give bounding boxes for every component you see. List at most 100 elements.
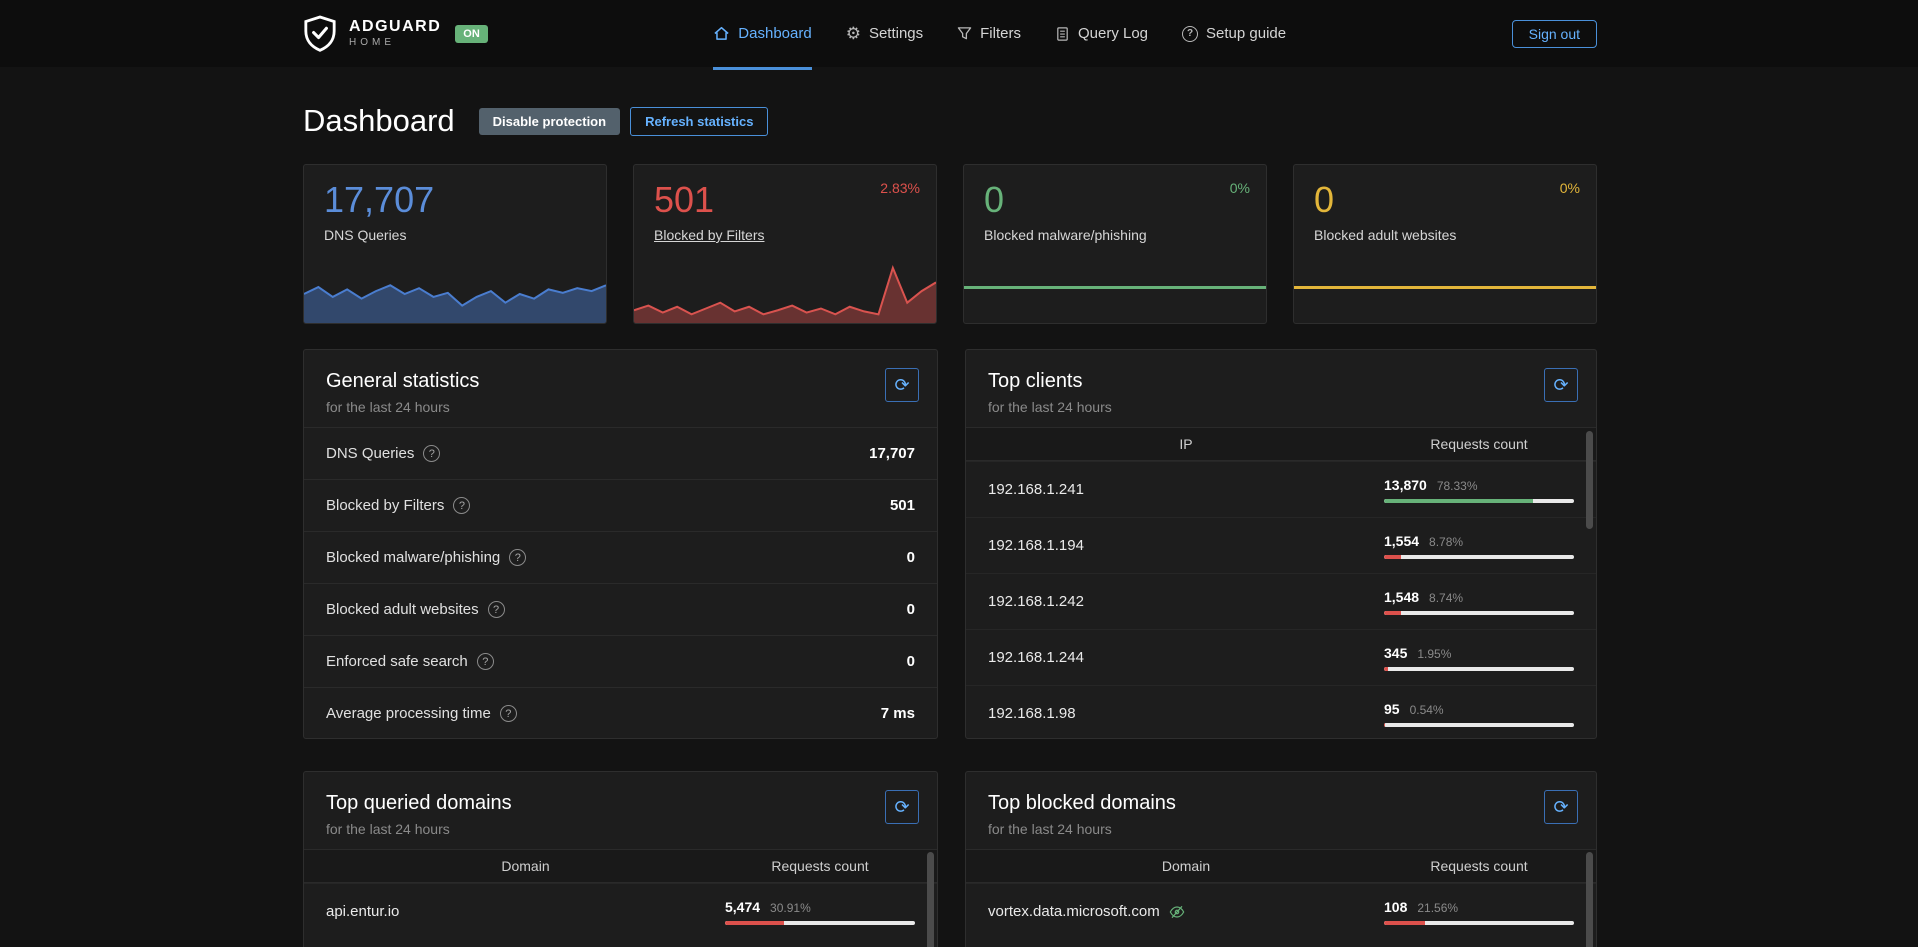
brand-subtitle: HOME bbox=[349, 38, 441, 48]
stat-label: Average processing time bbox=[326, 705, 491, 722]
refresh-icon: ⟳ bbox=[894, 376, 909, 394]
request-percent: 8.78% bbox=[1429, 535, 1463, 549]
stat-row: Enforced safe search? 0 bbox=[304, 635, 937, 687]
request-count: 1,548 bbox=[1384, 589, 1419, 605]
progress-bar bbox=[1384, 921, 1574, 925]
help-icon[interactable]: ? bbox=[500, 705, 517, 722]
stat-row: Blocked adult websites? 0 bbox=[304, 583, 937, 635]
column-header-ip: IP bbox=[988, 436, 1384, 452]
stat-label: Enforced safe search bbox=[326, 653, 468, 670]
flat-line-chart bbox=[964, 286, 1266, 289]
request-count: 345 bbox=[1384, 645, 1407, 661]
home-icon bbox=[713, 25, 730, 42]
column-header-count: Requests count bbox=[725, 858, 915, 874]
refresh-panel-button[interactable]: ⟳ bbox=[885, 368, 919, 402]
help-icon[interactable]: ? bbox=[423, 445, 440, 462]
gear-icon: ⚙ bbox=[846, 25, 861, 42]
domain-name[interactable]: api.entur.io bbox=[326, 903, 399, 920]
client-ip[interactable]: 192.168.1.244 bbox=[988, 649, 1084, 666]
card-blocked-by-filters: 501 Blocked by Filters 2.83% bbox=[633, 164, 937, 324]
card-blocked-adult: 0 Blocked adult websites 0% bbox=[1293, 164, 1597, 324]
panel-subtitle: for the last 24 hours bbox=[326, 399, 915, 415]
card-label-link[interactable]: Blocked by Filters bbox=[654, 227, 764, 243]
protection-status-badge: ON bbox=[455, 25, 488, 43]
client-ip[interactable]: 192.168.1.194 bbox=[988, 537, 1084, 554]
client-ip[interactable]: 192.168.1.241 bbox=[988, 481, 1084, 498]
stat-label: Blocked by Filters bbox=[326, 497, 444, 514]
panel-title: Top clients bbox=[988, 370, 1574, 393]
panel-title: General statistics bbox=[326, 370, 915, 393]
help-icon[interactable]: ? bbox=[477, 653, 494, 670]
card-value: 501 bbox=[654, 179, 714, 221]
bottom-panels-row: Top queried domains for the last 24 hour… bbox=[303, 771, 1597, 947]
client-ip[interactable]: 192.168.1.242 bbox=[988, 593, 1084, 610]
stat-row: Average processing time? 7 ms bbox=[304, 687, 937, 739]
shield-logo-icon bbox=[303, 15, 337, 53]
nav-filters[interactable]: Filters bbox=[957, 0, 1021, 67]
nav-settings[interactable]: ⚙ Settings bbox=[846, 0, 923, 67]
domain-row: api.entur.io 5,474 30.91% bbox=[304, 883, 937, 939]
dns-sparkline-chart bbox=[304, 265, 606, 323]
refresh-icon: ⟳ bbox=[894, 798, 909, 816]
stat-cards-row: 17,707 DNS Queries 501 Blocked by Filter… bbox=[303, 164, 1597, 324]
client-row: 192.168.1.98 950.54% bbox=[966, 685, 1596, 739]
help-icon[interactable]: ? bbox=[488, 601, 505, 618]
page-header: Dashboard Disable protection Refresh sta… bbox=[303, 103, 1597, 139]
table-header: Domain Requests count bbox=[304, 849, 937, 883]
request-count: 5,474 bbox=[725, 899, 760, 915]
request-percent: 8.74% bbox=[1429, 591, 1463, 605]
card-percent: 0% bbox=[1560, 180, 1580, 196]
stat-label: Blocked malware/phishing bbox=[326, 549, 500, 566]
refresh-panel-button[interactable]: ⟳ bbox=[885, 790, 919, 824]
stat-value: 0 bbox=[907, 549, 915, 566]
card-value: 0 bbox=[1314, 179, 1334, 221]
nav-label: Settings bbox=[869, 25, 923, 42]
stat-row: Blocked malware/phishing? 0 bbox=[304, 531, 937, 583]
nav-setup-guide[interactable]: ? Setup guide bbox=[1182, 0, 1286, 67]
column-header-count: Requests count bbox=[1384, 436, 1574, 452]
general-statistics-panel: General statistics for the last 24 hours… bbox=[303, 349, 938, 739]
main-nav: Dashboard ⚙ Settings Filters Query Log ?… bbox=[713, 0, 1286, 67]
disable-protection-button[interactable]: Disable protection bbox=[479, 108, 620, 135]
request-count: 95 bbox=[1384, 701, 1400, 717]
scrollbar-thumb[interactable] bbox=[1586, 852, 1593, 947]
help-icon[interactable]: ? bbox=[509, 549, 526, 566]
panel-title: Top queried domains bbox=[326, 792, 915, 815]
refresh-statistics-button[interactable]: Refresh statistics bbox=[630, 107, 768, 136]
request-count: 13,870 bbox=[1384, 477, 1427, 493]
sign-out-button[interactable]: Sign out bbox=[1512, 20, 1597, 48]
card-label: DNS Queries bbox=[324, 227, 406, 243]
client-row: 192.168.1.241 13,870 78.33% bbox=[966, 461, 1596, 517]
progress-bar bbox=[1384, 555, 1574, 559]
nav-query-log[interactable]: Query Log bbox=[1055, 0, 1148, 67]
panel-subtitle: for the last 24 hours bbox=[988, 821, 1574, 837]
progress-bar bbox=[725, 921, 915, 925]
stat-value: 501 bbox=[890, 497, 915, 514]
request-percent: 30.91% bbox=[770, 901, 811, 915]
client-ip[interactable]: 192.168.1.98 bbox=[988, 705, 1076, 722]
nav-dashboard[interactable]: Dashboard bbox=[713, 0, 811, 67]
request-percent: 78.33% bbox=[1437, 479, 1478, 493]
scrollbar-thumb[interactable] bbox=[927, 852, 934, 947]
panel-subtitle: for the last 24 hours bbox=[988, 399, 1574, 415]
allowlist-icon[interactable] bbox=[1169, 904, 1185, 920]
progress-bar bbox=[1384, 611, 1574, 615]
card-percent: 2.83% bbox=[880, 180, 920, 196]
stat-value: 0 bbox=[907, 653, 915, 670]
top-blocked-domains-panel: Top blocked domains for the last 24 hour… bbox=[965, 771, 1597, 947]
nav-label: Setup guide bbox=[1206, 25, 1286, 42]
stat-value: 17,707 bbox=[869, 445, 915, 462]
stat-row: Blocked by Filters? 501 bbox=[304, 479, 937, 531]
refresh-panel-button[interactable]: ⟳ bbox=[1544, 368, 1578, 402]
progress-bar bbox=[1384, 667, 1574, 671]
domain-name[interactable]: vortex.data.microsoft.com bbox=[988, 903, 1160, 920]
stat-row: DNS Queries? 17,707 bbox=[304, 427, 937, 479]
refresh-panel-button[interactable]: ⟳ bbox=[1544, 790, 1578, 824]
stat-value: 7 ms bbox=[881, 705, 915, 722]
card-value: 0 bbox=[984, 179, 1004, 221]
scrollbar-thumb[interactable] bbox=[1586, 431, 1593, 529]
flat-line-chart bbox=[1294, 286, 1596, 289]
stat-value: 0 bbox=[907, 601, 915, 618]
adguard-logo[interactable]: ADGUARD HOME ON bbox=[303, 0, 488, 67]
help-icon[interactable]: ? bbox=[453, 497, 470, 514]
